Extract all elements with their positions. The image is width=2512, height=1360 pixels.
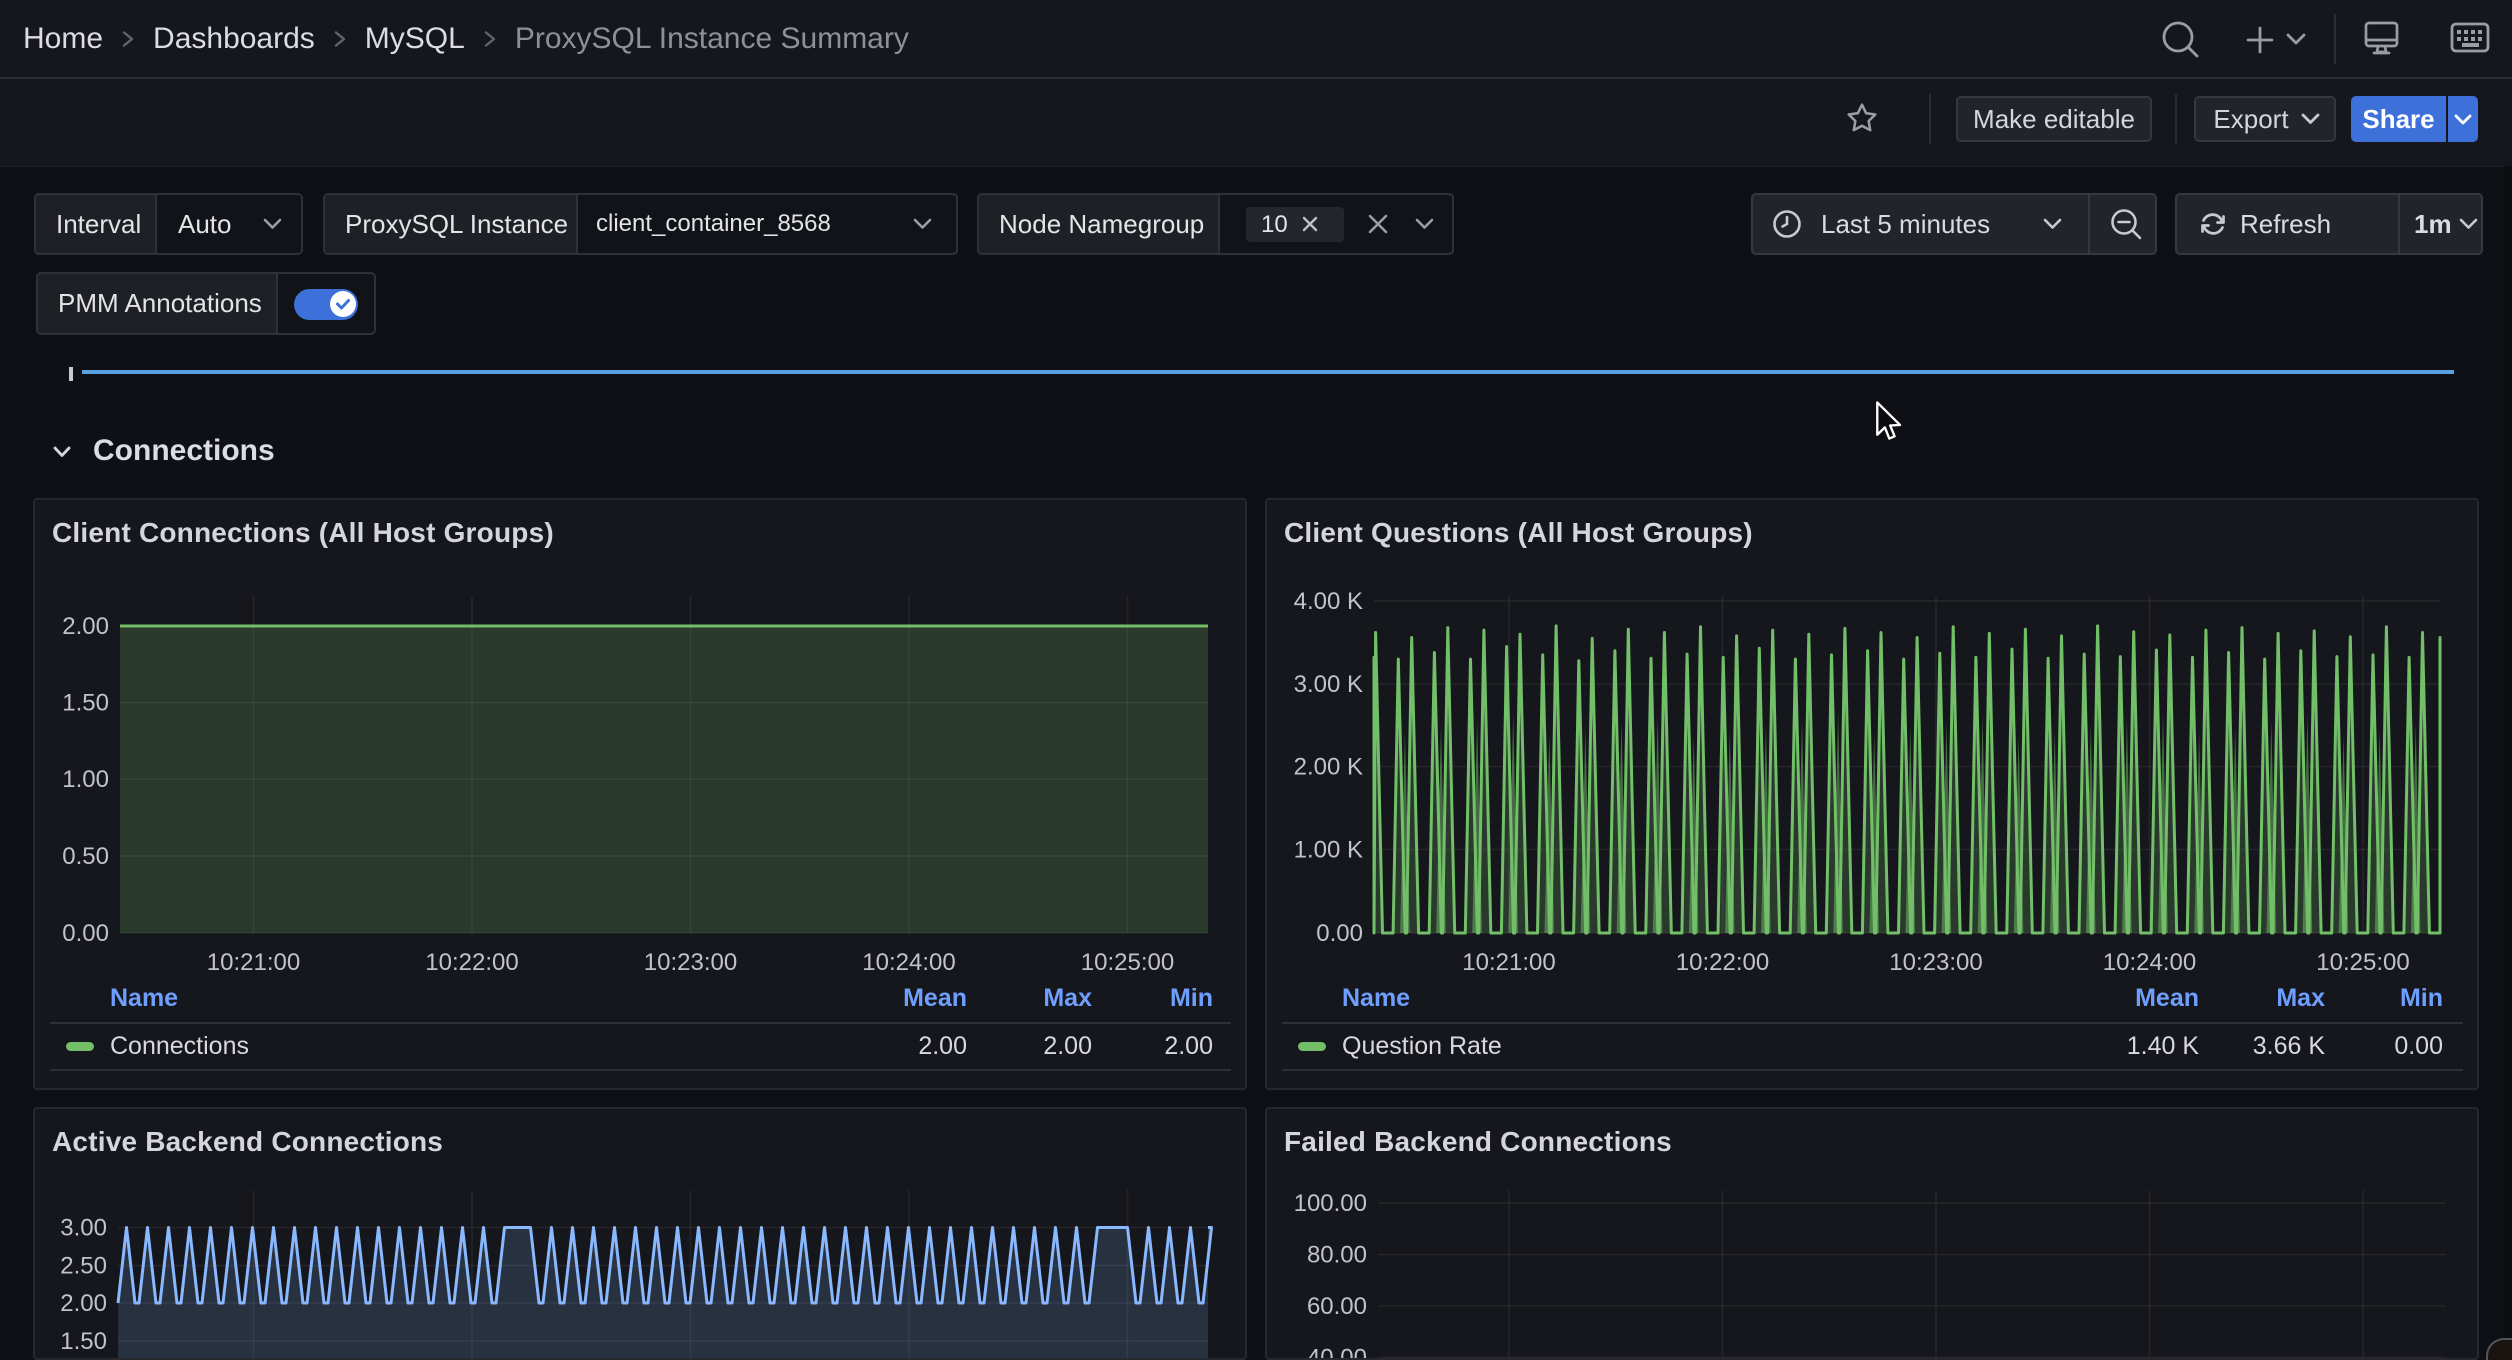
svg-text:0.50: 0.50: [62, 843, 109, 870]
svg-text:1.00 K: 1.00 K: [1294, 837, 1363, 864]
svg-text:2.00 K: 2.00 K: [1294, 754, 1363, 781]
svg-text:3.00: 3.00: [60, 1215, 107, 1242]
svg-text:2.00: 2.00: [60, 1290, 107, 1317]
svg-text:0.00: 0.00: [1316, 920, 1363, 947]
svg-text:10:24:00: 10:24:00: [862, 949, 955, 976]
svg-text:1.50: 1.50: [60, 1328, 107, 1355]
svg-text:10:22:00: 10:22:00: [425, 949, 518, 976]
svg-text:4.00 K: 4.00 K: [1294, 588, 1363, 615]
svg-text:100.00: 100.00: [1294, 1190, 1367, 1217]
svg-text:10:21:00: 10:21:00: [1462, 949, 1555, 976]
svg-text:0.00: 0.00: [62, 920, 109, 947]
svg-text:10:22:00: 10:22:00: [1676, 949, 1769, 976]
svg-text:3.00 K: 3.00 K: [1294, 671, 1363, 698]
svg-text:1.50: 1.50: [62, 690, 109, 717]
svg-text:10:23:00: 10:23:00: [1889, 949, 1982, 976]
svg-text:60.00: 60.00: [1307, 1293, 1367, 1320]
svg-text:10:21:00: 10:21:00: [207, 949, 300, 976]
svg-text:10:25:00: 10:25:00: [1081, 949, 1174, 976]
svg-text:10:24:00: 10:24:00: [2103, 949, 2196, 976]
svg-text:40.00: 40.00: [1307, 1345, 1367, 1359]
svg-text:1.00: 1.00: [62, 766, 109, 793]
svg-text:80.00: 80.00: [1307, 1242, 1367, 1269]
svg-text:10:23:00: 10:23:00: [644, 949, 737, 976]
svg-text:2.00: 2.00: [62, 613, 109, 640]
svg-text:2.50: 2.50: [60, 1253, 107, 1280]
svg-text:10:25:00: 10:25:00: [2316, 949, 2409, 976]
